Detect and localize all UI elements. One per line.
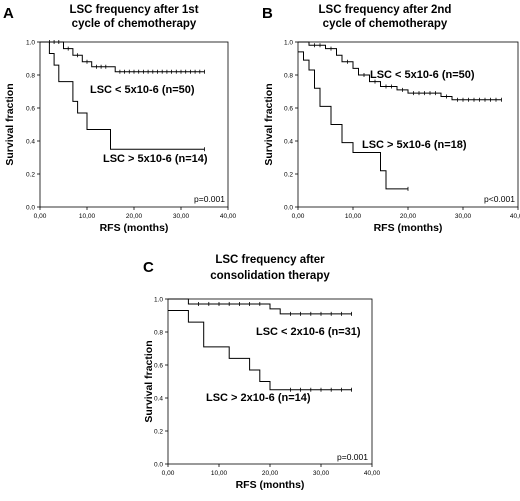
y-tick-label: 1.0 bbox=[26, 39, 35, 46]
y-axis-label: Survival fraction bbox=[4, 83, 16, 165]
p-value: p=0.001 bbox=[194, 194, 225, 204]
panel-letter: B bbox=[262, 5, 273, 22]
km-panel-a: A LSC frequency after 1st cycle of chemoth… bbox=[3, 4, 237, 234]
chart-title-line: LSC frequency after 1st bbox=[69, 4, 198, 16]
y-axis-label: Survival fraction bbox=[143, 340, 155, 422]
series-label-2: LSC > 5x10-6 (n=14) bbox=[103, 153, 208, 165]
survival-curve-2 bbox=[168, 310, 352, 391]
x-tick-label: 10,00 bbox=[345, 213, 362, 220]
x-tick-label: 30,00 bbox=[173, 213, 190, 220]
x-tick-label: 30,00 bbox=[313, 470, 330, 477]
survival-curve-1 bbox=[168, 298, 352, 315]
chart-title-line: cycle of chemotherapy bbox=[72, 18, 197, 30]
x-tick-label: 0,00 bbox=[162, 470, 175, 477]
series-label-2: LSC > 5x10-6 (n=18) bbox=[362, 139, 467, 151]
chart-title-line: consolidation therapy bbox=[210, 270, 330, 282]
x-tick-label: 20,00 bbox=[126, 213, 143, 220]
y-tick-label: 0.4 bbox=[284, 138, 293, 145]
plot-frame bbox=[39, 41, 229, 208]
y-tick-label: 0.6 bbox=[284, 105, 293, 112]
p-value: p=0.001 bbox=[337, 452, 368, 462]
series-label-1: LSC < 5x10-6 (n=50) bbox=[370, 69, 475, 81]
y-tick-label: 1.0 bbox=[284, 39, 293, 46]
x-tick-label: 10,00 bbox=[79, 213, 96, 220]
x-tick-label: 30,00 bbox=[455, 213, 472, 220]
km-panel-c: C LSC frequency after consolidation therap… bbox=[143, 254, 381, 491]
series-label-1: LSC < 2x10-6 (n=31) bbox=[256, 326, 361, 338]
y-tick-label: 0.2 bbox=[26, 171, 35, 178]
y-tick-label: 0.0 bbox=[154, 461, 163, 468]
x-tick-label: 20,00 bbox=[262, 470, 279, 477]
y-tick-label: 0.6 bbox=[26, 105, 35, 112]
chart-title-line: LSC frequency after bbox=[215, 254, 325, 266]
panel-letter: C bbox=[143, 259, 154, 276]
series-label-2: LSC > 2x10-6 (n=14) bbox=[206, 392, 311, 404]
panel-letter: A bbox=[3, 5, 14, 22]
y-tick-label: 0.0 bbox=[26, 204, 35, 211]
y-axis-label: Survival fraction bbox=[263, 83, 275, 165]
x-tick-label: 40,00 bbox=[364, 470, 381, 477]
y-tick-label: 0.0 bbox=[284, 204, 293, 211]
x-tick-label: 10,00 bbox=[211, 470, 228, 477]
y-tick-label: 0.8 bbox=[154, 329, 163, 336]
p-value: p<0.001 bbox=[484, 194, 515, 204]
survival-curve-2 bbox=[298, 51, 408, 190]
x-tick-label: 0,00 bbox=[34, 213, 47, 220]
x-axis-label: RFS (months) bbox=[374, 222, 443, 234]
y-tick-label: 1.0 bbox=[154, 296, 163, 303]
series-label-1: LSC < 5x10-6 (n=50) bbox=[90, 84, 195, 96]
km-panel-b: B LSC frequency after 2nd cycle of chemoth… bbox=[262, 4, 520, 234]
x-tick-label: 40,00 bbox=[510, 213, 520, 220]
y-tick-label: 0.6 bbox=[154, 362, 163, 369]
x-tick-label: 0,00 bbox=[292, 213, 305, 220]
survival-curve-1 bbox=[40, 41, 205, 73]
x-axis-label: RFS (months) bbox=[236, 479, 305, 491]
x-axis-label: RFS (months) bbox=[100, 222, 169, 234]
y-tick-label: 0.8 bbox=[26, 72, 35, 79]
chart-title-line: LSC frequency after 2nd bbox=[319, 4, 452, 16]
y-tick-label: 0.2 bbox=[154, 428, 163, 435]
survival-curve-2 bbox=[40, 41, 205, 150]
x-tick-label: 20,00 bbox=[400, 213, 417, 220]
y-tick-label: 0.8 bbox=[284, 72, 293, 79]
y-tick-label: 0.4 bbox=[26, 138, 35, 145]
y-tick-label: 0.2 bbox=[284, 171, 293, 178]
y-tick-label: 0.4 bbox=[154, 395, 163, 402]
chart-title-line: cycle of chemotherapy bbox=[323, 18, 448, 30]
x-tick-label: 40,00 bbox=[220, 213, 237, 220]
